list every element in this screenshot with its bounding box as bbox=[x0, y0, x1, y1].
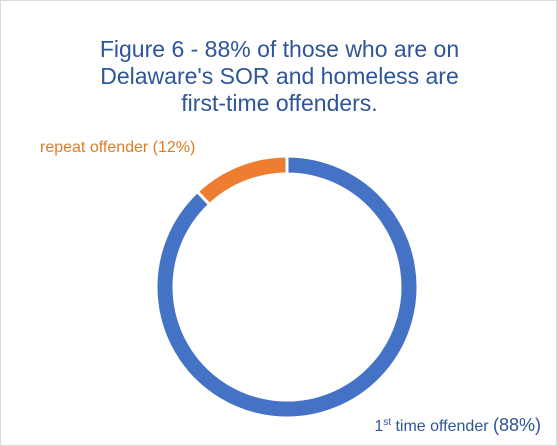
chart-title-line-2: Delaware's SOR and homeless are bbox=[100, 63, 459, 89]
slice-repeat-offender bbox=[195, 154, 289, 207]
chart-title-line-1: Figure 6 - 88% of those who are on bbox=[99, 36, 460, 62]
slice-label-first-time-offender: 1st time offender (88%) bbox=[374, 415, 541, 436]
label-first-pct: (88%) bbox=[492, 415, 541, 435]
label-first-rest: time offender bbox=[391, 418, 493, 435]
chart-title: Figure 6 - 88% of those who are on Delaw… bbox=[41, 36, 518, 117]
label-first-sup: st bbox=[383, 417, 391, 428]
chart-title-line-3: first-time offenders. bbox=[181, 90, 378, 116]
donut-slices bbox=[154, 154, 420, 420]
label-first-base: 1 bbox=[374, 418, 384, 435]
slice-1st-time-offender bbox=[154, 154, 420, 420]
slice-label-repeat-offender: repeat offender (12%) bbox=[40, 139, 196, 156]
